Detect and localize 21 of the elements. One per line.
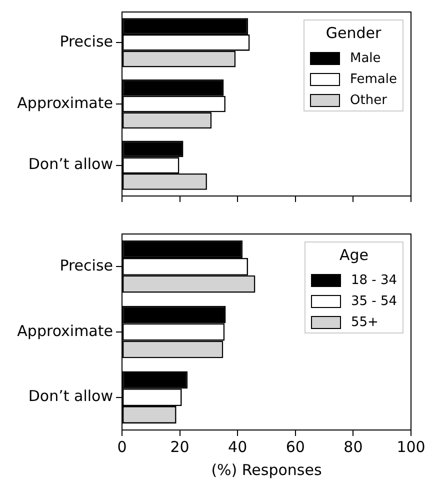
- x-tick-label: 40: [228, 438, 248, 456]
- x-tick-label: 80: [344, 438, 363, 456]
- legend-label: Female: [350, 72, 398, 87]
- legend-label: Other: [350, 92, 388, 108]
- y-tick-label: Approximate: [17, 322, 113, 340]
- x-tick-label: 100: [396, 438, 426, 456]
- x-axis-title: (%) Responses: [211, 460, 322, 479]
- x-tick-label: 60: [286, 438, 305, 456]
- legend-label: 35 - 54: [350, 294, 398, 309]
- x-tick-label: 0: [117, 438, 127, 456]
- legend-label: 55+: [350, 314, 378, 330]
- y-tick-label: Approximate: [17, 94, 113, 112]
- legend-label: Male: [350, 50, 381, 66]
- y-tick-label: Precise: [60, 256, 113, 275]
- y-tick-label: Don’t allow: [28, 155, 113, 174]
- legend-title: Age: [339, 246, 368, 264]
- y-tick-label: Don’t allow: [28, 387, 113, 406]
- x-tick-label: 20: [170, 438, 190, 456]
- y-tick-label: Precise: [60, 32, 113, 51]
- legend-title: Gender: [326, 24, 382, 42]
- legend-label: 18 - 34: [350, 272, 398, 288]
